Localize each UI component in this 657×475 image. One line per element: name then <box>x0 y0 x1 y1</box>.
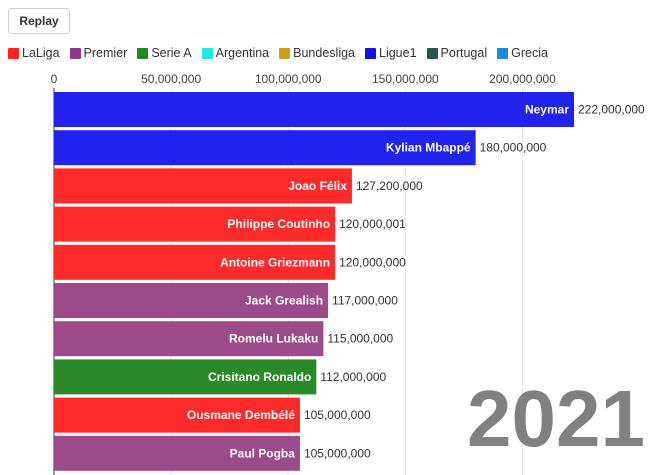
legend-item: Premier <box>69 46 128 60</box>
legend-label: Ligue1 <box>379 46 417 60</box>
bar <box>54 168 352 204</box>
bar <box>54 92 574 127</box>
legend-swatch <box>279 47 291 59</box>
legend-item: Argentina <box>201 46 270 60</box>
bar <box>54 206 336 242</box>
x-tick-label: 50,000,000 <box>141 72 201 86</box>
bar <box>54 435 300 471</box>
bar-value-label: 117,000,000 <box>332 294 398 308</box>
bar-value-label: 222,000,000 <box>578 103 645 117</box>
legend-swatch <box>8 47 19 59</box>
year-label: 2021 <box>467 374 645 463</box>
legend-label: Serie A <box>151 46 192 60</box>
x-tick-label: 150,000,000 <box>372 72 439 86</box>
legend-item: Grecia <box>497 46 548 60</box>
bar-name-label: Jack Grealish <box>245 294 323 308</box>
bar-name-label: Joao Félix <box>288 179 347 193</box>
legend-swatch <box>201 47 213 59</box>
bar-value-label: 180,000,000 <box>480 141 547 155</box>
bar-name-label: Ousmane Dembélé <box>187 408 295 422</box>
legend-label: Premier <box>83 46 128 60</box>
legend-swatch <box>365 47 376 59</box>
bar-value-label: 115,000,000 <box>327 332 393 346</box>
bar <box>54 283 329 318</box>
x-tick-label: 200,000,000 <box>489 72 556 86</box>
legend: LaLiga Premier Serie A Argentina Bundesliga L… <box>8 44 558 62</box>
legend-item: Bundesliga <box>279 46 355 60</box>
bar <box>54 130 476 166</box>
bar-name-label: Neymar <box>525 103 569 117</box>
legend-swatch <box>69 47 81 59</box>
replay-button[interactable]: Replay <box>8 8 70 34</box>
legend-swatch <box>426 47 438 59</box>
bar <box>54 244 336 280</box>
x-tick-label: 100,000,000 <box>255 72 322 86</box>
legend-label: Portugal <box>440 46 488 60</box>
legend-label: LaLiga <box>22 46 60 60</box>
bar-name-label: Crisitano Ronaldo <box>208 370 311 384</box>
legend-label: Grecia <box>511 46 548 60</box>
legend-label: Argentina <box>215 46 270 60</box>
bar-name-label: Antoine Griezmann <box>220 255 330 269</box>
bar <box>54 359 317 395</box>
legend-item: LaLiga <box>8 46 60 60</box>
bar-name-label: Romelu Lukaku <box>229 332 318 346</box>
bar-value-label: 105,000,000 <box>304 408 371 422</box>
bar-name-label: Kylian Mbappé <box>386 141 471 155</box>
bar-value-label: 120,000,000 <box>339 255 406 269</box>
bar-value-label: 112,000,000 <box>320 370 386 384</box>
legend-swatch <box>497 47 509 59</box>
legend-swatch <box>137 47 149 59</box>
x-tick-label: 0 <box>51 72 58 86</box>
legend-item: Serie A <box>137 46 192 60</box>
bar <box>54 321 324 357</box>
legend-label: Bundesliga <box>293 46 355 60</box>
bar-name-label: Philippe Coutinho <box>227 217 330 231</box>
bar-value-label: 105,000,000 <box>304 446 371 460</box>
bar-name-label: Paul Pogba <box>230 446 296 460</box>
legend-item: Ligue1 <box>365 46 417 60</box>
legend-item: Portugal <box>426 46 488 60</box>
bar-value-label: 120,000,001 <box>339 217 406 231</box>
bar <box>54 397 300 433</box>
bar-value-label: 127,200,000 <box>356 179 423 193</box>
